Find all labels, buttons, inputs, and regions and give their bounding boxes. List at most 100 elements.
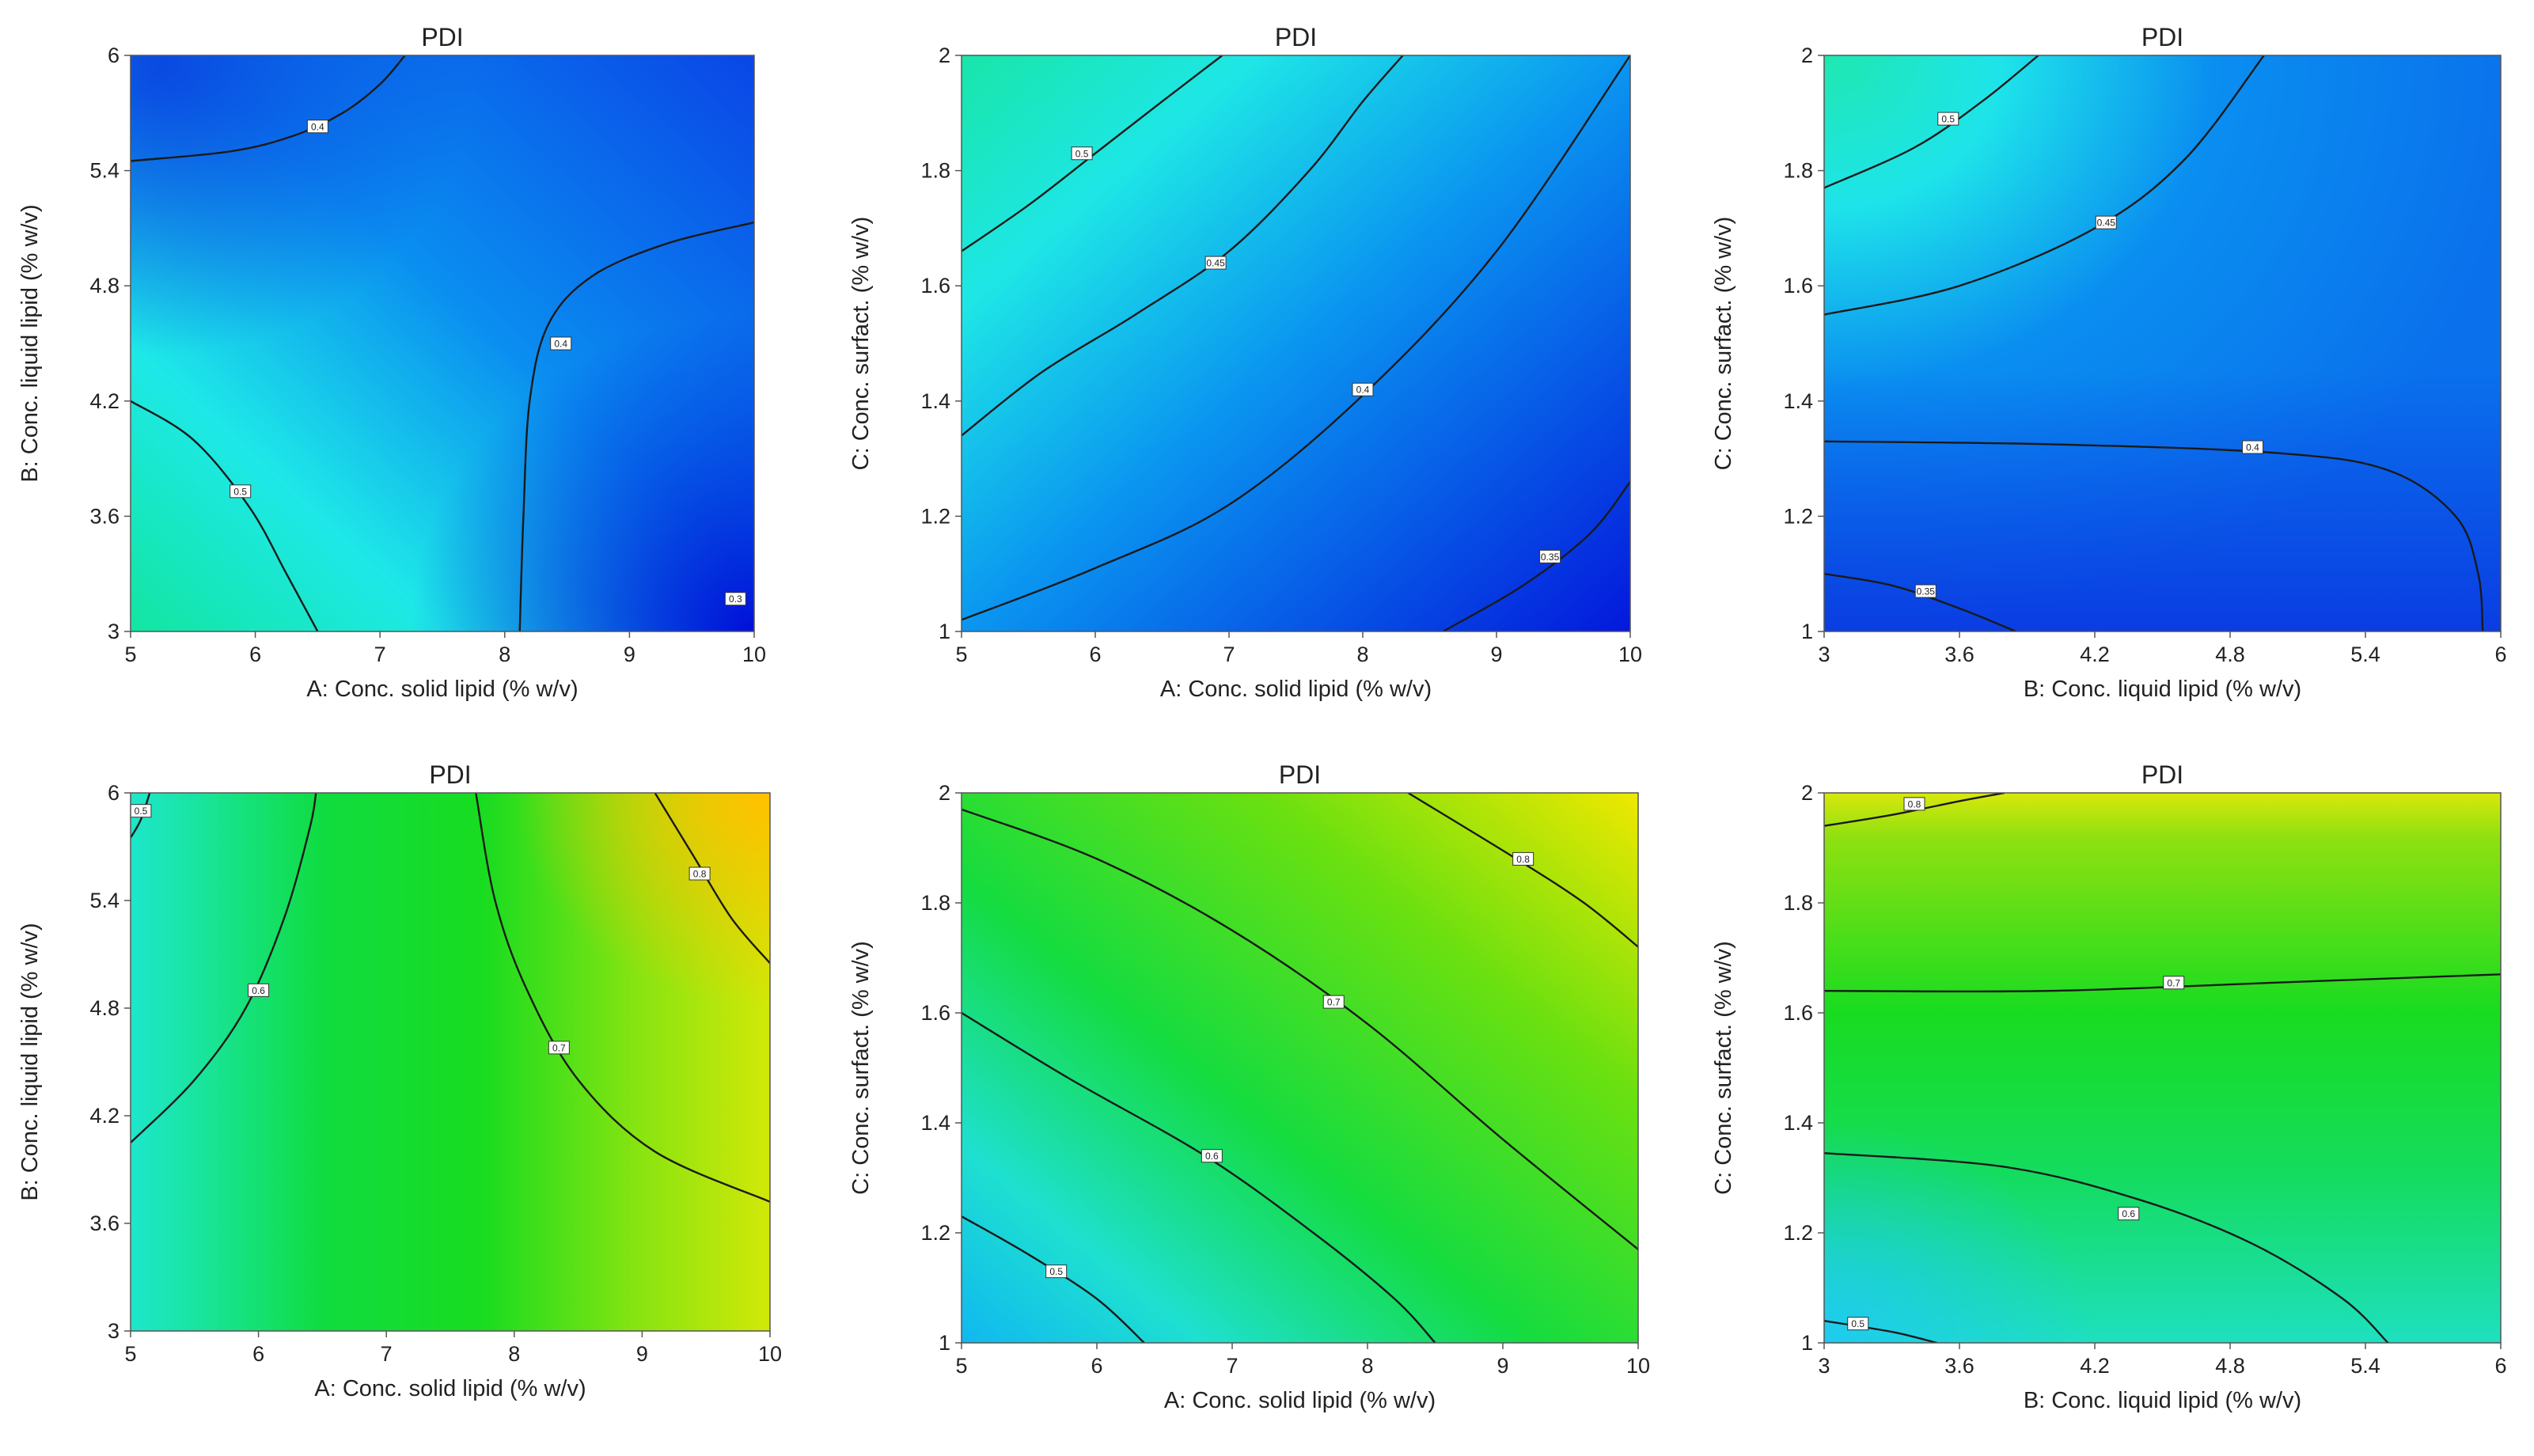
contour-label: 0.5 <box>1847 1317 1869 1331</box>
y-tick-label: 1 <box>939 620 950 643</box>
x-axis-label: B: Conc. liquid lipid (% w/v) <box>2024 1388 2301 1413</box>
contour-label: 0.5 <box>1045 1265 1068 1279</box>
y-tick-label: 1 <box>939 1331 950 1355</box>
contour-label-box <box>1204 256 1227 270</box>
y-tick-label: 3 <box>108 620 119 643</box>
y-tick-label: 2 <box>939 44 950 67</box>
heatmap-fill-2 <box>1824 55 2501 631</box>
contour-label-text: 0.45 <box>1206 258 1225 269</box>
contour-label-box <box>689 866 711 881</box>
x-tick-label: 4.2 <box>2080 643 2110 666</box>
contour-label-box <box>1071 146 1093 161</box>
contour-panel-1: 0.4 0.4 0.5 0.3 PDI 5 6 7 8 9 10 3 3.6 4.2 4.8 5.4 6 A: C… <box>17 23 766 702</box>
contour-label-text: 0.6 <box>1205 1151 1219 1162</box>
y-axis-label: C: Conc. surfact. (% w/v) <box>848 941 874 1195</box>
x-tick-label: 7 <box>1223 643 1235 666</box>
y-tick-label: 6 <box>108 44 119 67</box>
contour-panel-2: 0.5 0.45 0.4 0.35 PDI 5 6 7 8 9 10 1 1.2 1.4 1.6 1.8 2 A:… <box>848 23 1642 702</box>
plot-frame <box>1823 792 2502 1344</box>
contour-label: 0.6 <box>1201 1149 1223 1163</box>
x-tick-label: 7 <box>381 1342 393 1366</box>
contour-line <box>1824 1320 1937 1343</box>
y-tick-label: 1.6 <box>920 1001 950 1025</box>
contour-label: 0.5 <box>1937 112 1959 126</box>
heatmap-fill-1 <box>962 793 1638 1343</box>
plot-frame <box>130 792 771 1332</box>
contour-panel-4: 0.5 0.6 0.7 0.8 PDI 5 6 7 8 9 10 3 3.6 4.2 4.8 5.4 6 A: C… <box>17 760 782 1401</box>
contour-label: 0.7 <box>1322 995 1345 1009</box>
x-tick-label: 5 <box>955 643 967 666</box>
x-tick-label: 9 <box>636 1342 648 1366</box>
contour-label-text: 0.7 <box>2167 977 2180 988</box>
x-tick-label: 8 <box>499 643 510 666</box>
x-tick-label: 4.2 <box>2080 1354 2110 1378</box>
contour-label: 0.4 <box>2242 440 2263 454</box>
chart-title: PDI <box>421 23 463 51</box>
x-tick-label: 10 <box>1626 1354 1650 1378</box>
contour-line <box>962 55 1630 621</box>
contour-line <box>131 793 151 839</box>
contour-label: 0.6 <box>248 983 270 997</box>
y-tick-label: 2 <box>939 781 950 805</box>
contour-label: 0.3 <box>724 592 746 606</box>
contour-label-box <box>1903 797 1925 811</box>
x-tick-label: 4.8 <box>2215 643 2245 666</box>
contour-label-box <box>550 336 572 351</box>
contour-label: 0.7 <box>2163 976 2185 990</box>
chart-title: PDI <box>1275 23 1317 51</box>
y-tick-label: 3 <box>108 1319 119 1343</box>
contour-label-text: 0.5 <box>1049 1266 1063 1277</box>
contour-lines <box>131 55 754 631</box>
contour-label: 0.4 <box>1352 382 1374 396</box>
contour-label: 0.8 <box>689 866 711 881</box>
chart-title: PDI <box>2141 760 2183 789</box>
x-tick-label: 9 <box>1497 1354 1508 1378</box>
contour-label-text: 0.7 <box>552 1042 566 1053</box>
contour-line <box>962 1011 1436 1343</box>
contour-label-text: 0.4 <box>2246 442 2259 453</box>
contour-label: 0.7 <box>548 1041 570 1055</box>
x-tick-label: 9 <box>1490 643 1502 666</box>
x-tick-label: 10 <box>1618 643 1642 666</box>
x-tick-label: 6 <box>249 643 261 666</box>
y-tick-label: 2 <box>1801 781 1813 805</box>
contour-label: 0.8 <box>1512 851 1534 866</box>
heatmap-fill-1 <box>962 55 1630 631</box>
contour-label-text: 0.8 <box>693 869 707 880</box>
contour-line <box>518 221 754 631</box>
contour-label: 0.4 <box>550 336 572 351</box>
contour-label-box <box>548 1041 570 1055</box>
x-tick-label: 10 <box>758 1342 782 1366</box>
contour-label: 0.8 <box>1903 797 1925 811</box>
x-tick-label: 3.6 <box>1944 1354 1974 1378</box>
x-tick-label: 6 <box>1091 1354 1102 1378</box>
contour-label-text: 0.6 <box>252 985 265 996</box>
contour-label-box <box>1352 382 1374 396</box>
y-tick-label: 4.2 <box>89 389 119 413</box>
contour-label-text: 0.35 <box>1917 586 1936 597</box>
y-tick-label: 3.6 <box>89 504 119 528</box>
x-tick-label: 6 <box>1089 643 1101 666</box>
y-tick-label: 2 <box>1801 44 1813 67</box>
heatmap-fill-2 <box>131 793 770 1331</box>
contour-label-text: 0.7 <box>1327 997 1341 1008</box>
x-tick-label: 5.4 <box>2350 1354 2380 1378</box>
contour-label-text: 0.4 <box>1356 385 1370 396</box>
contour-line <box>654 793 770 965</box>
contour-label-box <box>1201 1149 1223 1163</box>
y-tick-label: 1 <box>1801 620 1813 643</box>
x-tick-label: 7 <box>374 643 386 666</box>
contour-label-text: 0.4 <box>311 121 324 132</box>
x-tick-label: 6 <box>2494 643 2506 666</box>
contour-label-text: 0.6 <box>2122 1208 2135 1219</box>
contour-label-box <box>2118 1207 2140 1221</box>
y-tick-label: 1.2 <box>1783 504 1813 528</box>
contour-line <box>1824 440 2484 631</box>
contour-label: 0.5 <box>1071 146 1093 161</box>
y-tick-label: 5.4 <box>89 889 119 912</box>
contour-line <box>1824 973 2501 993</box>
contour-line <box>131 400 319 631</box>
y-axis-label: B: Conc. liquid lipid (% w/v) <box>17 923 43 1200</box>
x-tick-label: 3 <box>1818 1354 1830 1378</box>
